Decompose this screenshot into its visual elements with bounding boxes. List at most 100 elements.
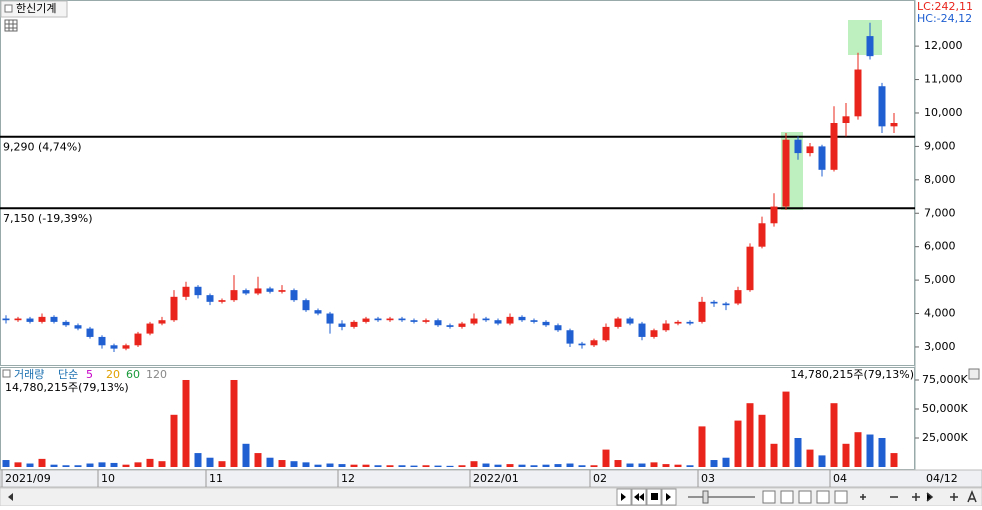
volume-bar <box>494 464 502 467</box>
tool-icons[interactable] <box>860 492 958 502</box>
candle-body <box>626 318 634 324</box>
volume-bar <box>278 460 286 467</box>
volume-bar <box>530 465 538 467</box>
volume-bar <box>350 464 358 467</box>
tool-btn[interactable] <box>762 490 776 504</box>
candle-body <box>2 318 10 321</box>
candle-body <box>278 290 286 292</box>
ma-legend: 120 <box>146 368 167 381</box>
btn-play-icon <box>666 493 671 501</box>
candle-body <box>794 139 802 154</box>
candle-body <box>554 325 562 331</box>
grid-icon[interactable] <box>4 19 18 32</box>
volume-bar <box>74 465 82 467</box>
volume-bar <box>386 465 394 467</box>
candle-body <box>842 116 850 124</box>
candle-body <box>710 301 718 304</box>
candle-body <box>158 320 166 324</box>
candle-body <box>590 340 598 346</box>
volume-bar <box>890 453 898 467</box>
volume-bar <box>758 414 766 467</box>
candle-body <box>266 288 274 292</box>
level-label: 7,150 (-19,39%) <box>3 212 92 225</box>
volume-bar <box>542 464 550 467</box>
volume-bar <box>566 463 574 467</box>
volume-bar <box>374 465 382 467</box>
hc-label: HC:-24,12 <box>917 12 972 25</box>
volume-bar <box>458 465 466 467</box>
y-tick-label: 7,000 <box>924 206 956 219</box>
tool-btn[interactable] <box>798 490 812 504</box>
volume-bar <box>518 464 526 467</box>
volume-bar <box>674 464 682 467</box>
x-tick-label: 03 <box>701 472 715 485</box>
candle-body <box>86 328 94 337</box>
volume-bar <box>818 455 826 467</box>
volume-bar <box>62 465 70 467</box>
scrollbar <box>0 487 982 507</box>
volume-bar <box>650 462 658 467</box>
volume-bar <box>410 465 418 467</box>
candle-body <box>194 286 202 296</box>
volume-bar <box>662 464 670 467</box>
y-tick-label: 3,000 <box>924 340 956 353</box>
volume-bar <box>446 465 454 467</box>
volume-bar <box>302 462 310 467</box>
volume-value-left: 14,780,215주(79,13%) <box>5 381 129 394</box>
ma-legend: 60 <box>126 368 140 381</box>
title-checkbox[interactable] <box>4 4 13 13</box>
y-tick-label: 9,000 <box>924 139 956 152</box>
volume-bar <box>2 460 10 467</box>
volume-bar <box>422 465 430 467</box>
volume-bar <box>26 463 34 467</box>
zoom-thumb[interactable] <box>702 490 709 504</box>
date-axis <box>0 469 982 488</box>
candle-body <box>650 330 658 337</box>
volume-bar <box>14 462 22 467</box>
candle-body <box>614 318 622 327</box>
y-tick-label: 12,000 <box>924 39 963 52</box>
volume-bar <box>158 461 166 467</box>
volume-bar <box>806 449 814 467</box>
tool-text[interactable] <box>967 489 977 503</box>
candle-body <box>734 290 742 304</box>
candle-body <box>218 300 226 302</box>
candle-body <box>782 139 790 207</box>
x-tick-label: 12 <box>341 472 355 485</box>
candle-body <box>326 313 334 324</box>
volume-bar <box>626 463 634 467</box>
volume-bar <box>50 464 58 467</box>
title-box[interactable] <box>0 0 68 18</box>
volume-bar <box>134 462 142 467</box>
volume-bar <box>110 462 118 467</box>
candle-body <box>182 286 190 297</box>
scroll-left[interactable] <box>8 493 13 501</box>
candle-body <box>386 318 394 321</box>
candle-body <box>758 223 766 247</box>
volume-bar <box>122 464 130 467</box>
candle-body <box>398 318 406 321</box>
candle-body <box>122 345 130 349</box>
volume-menu[interactable] <box>968 368 980 380</box>
candle-body <box>422 320 430 322</box>
level-label: 9,290 (4,74%) <box>3 141 82 154</box>
tool-btn[interactable] <box>780 490 794 504</box>
volume-bar <box>746 403 754 467</box>
tool-btn[interactable] <box>816 490 830 504</box>
volume-checkbox[interactable] <box>2 369 11 378</box>
candle-body <box>350 321 358 327</box>
candle-body <box>566 330 574 344</box>
volume-bar <box>842 443 850 467</box>
candle-body <box>230 290 238 301</box>
tool-btn[interactable] <box>834 490 848 504</box>
candle-body <box>302 300 310 311</box>
volume-bar <box>434 465 442 467</box>
volume-bar <box>182 379 190 467</box>
volume-tick-label: 50,000K <box>922 402 968 415</box>
candle-body <box>482 318 490 321</box>
volume-bar <box>830 403 838 467</box>
candle-body <box>674 321 682 324</box>
y-tick-label: 6,000 <box>924 240 956 253</box>
